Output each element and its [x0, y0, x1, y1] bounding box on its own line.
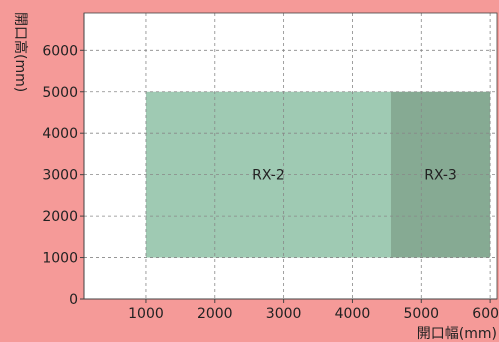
y-tick-label: 3000: [42, 168, 78, 184]
x-tick-label: 3000: [266, 306, 302, 322]
y-tick-label: 0: [69, 292, 78, 308]
x-tick-label: 2000: [197, 306, 233, 322]
grid-layer: [84, 13, 497, 299]
plot-frame: [83, 12, 498, 300]
y-axis-label: 開口高(mm): [12, 12, 29, 92]
y-tick-label: 1000: [42, 251, 78, 267]
axes-layer: [83, 12, 498, 300]
region-label-rx-2: RX-2: [252, 168, 285, 184]
tick-labels-layer: 0 1000 2000 3000 4000 5000 6000 1000 2000 3000 400…: [42, 43, 499, 322]
region-label-rx-3: RX-3: [424, 168, 457, 184]
y-tick-label: 4000: [42, 126, 78, 142]
y-tick-label: 2000: [42, 209, 78, 225]
x-axis-label: 開口幅(mm): [417, 326, 497, 342]
x-tick-label: 6000: [472, 306, 499, 322]
y-tick-label: 5000: [42, 85, 78, 101]
region-labels-layer: RX-2 RX-3: [252, 168, 457, 184]
x-tick-label: 5000: [403, 306, 439, 322]
y-tick-label: 6000: [42, 43, 78, 59]
x-tick-label: 1000: [128, 306, 164, 322]
x-tick-label: 4000: [335, 306, 371, 322]
